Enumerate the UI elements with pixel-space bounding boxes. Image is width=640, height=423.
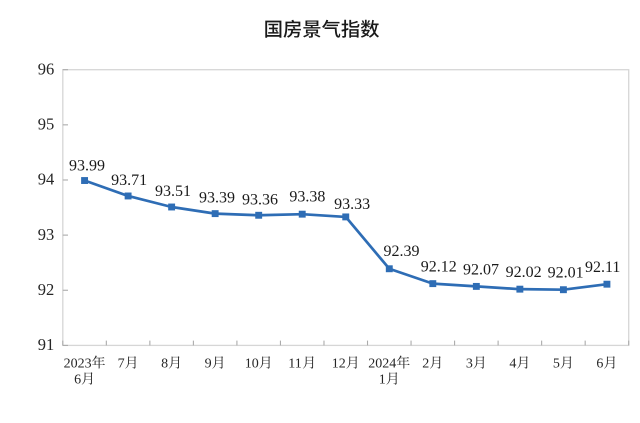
svg-text:6: 6: [74, 373, 81, 388]
svg-text:93.99: 93.99: [69, 158, 105, 175]
svg-text:2023: 2023: [64, 357, 92, 372]
svg-text:93.51: 93.51: [155, 183, 191, 200]
svg-text:11: 11: [288, 357, 301, 372]
svg-text:6: 6: [596, 357, 603, 372]
svg-text:95: 95: [38, 115, 55, 134]
svg-text:9: 9: [205, 357, 212, 372]
svg-text:1: 1: [379, 373, 386, 388]
svg-text:92.39: 92.39: [383, 243, 419, 260]
svg-text:5: 5: [553, 357, 560, 372]
svg-text:7: 7: [118, 357, 125, 372]
svg-text:93.38: 93.38: [289, 188, 325, 205]
svg-text:2024: 2024: [368, 357, 396, 372]
svg-text:2: 2: [422, 357, 429, 372]
svg-text:93: 93: [38, 225, 55, 244]
svg-text:92.12: 92.12: [421, 259, 457, 276]
svg-text:93.71: 93.71: [111, 172, 147, 189]
svg-text:92.11: 92.11: [585, 259, 620, 276]
svg-text:93.33: 93.33: [334, 196, 370, 213]
svg-text:94: 94: [38, 170, 55, 189]
svg-text:93.39: 93.39: [199, 190, 235, 207]
svg-text:8: 8: [161, 357, 168, 372]
svg-text:92.01: 92.01: [548, 265, 584, 282]
svg-text:93.36: 93.36: [242, 191, 278, 208]
svg-text:92: 92: [38, 280, 55, 299]
svg-text:12: 12: [332, 357, 346, 372]
svg-text:92.02: 92.02: [506, 264, 542, 281]
svg-text:92.07: 92.07: [463, 261, 499, 278]
svg-text:3: 3: [466, 357, 473, 372]
svg-text:10: 10: [245, 357, 259, 372]
svg-text:91: 91: [38, 335, 55, 354]
svg-text:4: 4: [509, 357, 516, 372]
svg-text:96: 96: [38, 59, 55, 78]
